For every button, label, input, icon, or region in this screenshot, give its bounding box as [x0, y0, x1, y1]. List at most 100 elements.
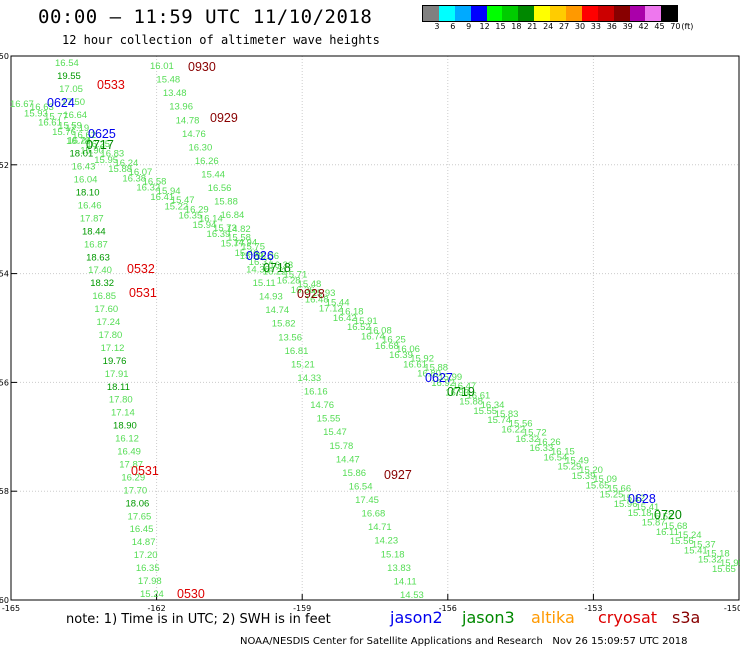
track-b-swh-label: 16.16 — [304, 387, 328, 398]
track-c-swh-label: 16.28 — [277, 276, 301, 287]
jason3-time-label: 0719 — [447, 385, 475, 399]
track-c-swh-label: 16.32 — [136, 183, 160, 194]
track-c-swh-label: 15.88 — [459, 397, 483, 408]
track-d-swh-label: 15.92 — [410, 353, 434, 364]
longitude-tick-label: -156 — [439, 604, 457, 613]
track-a-swh-label: 17.98 — [138, 576, 162, 587]
track-d-swh-label: 15.59 — [58, 121, 82, 132]
track-d-swh-label: 15.41 — [636, 502, 660, 513]
track-a-swh-label: 14.87 — [132, 537, 156, 548]
track-b-swh-label: 14.93 — [259, 292, 283, 303]
chart-title: 00:00 – 11:59 UTC 11/10/2018 — [38, 6, 373, 28]
track-d-swh-label: 16.63 — [30, 102, 54, 113]
track-a-swh-label: 17.65 — [128, 511, 152, 522]
track-c-swh-label: 15.32 — [698, 555, 722, 566]
track-b-swh-label: 15.48 — [156, 75, 180, 86]
track-d-swh-label: 15.72 — [523, 428, 547, 439]
track-a-swh-label: 17.14 — [111, 408, 135, 419]
track-b-swh-label: 16.26 — [195, 156, 219, 167]
legend-swatch — [438, 6, 455, 21]
track-c-swh-label: 16.61 — [403, 359, 427, 370]
latitude-tick-label: -52 — [0, 161, 9, 170]
track-c-swh-label: 15.25 — [600, 490, 624, 501]
track-c-swh-label: 15.76 — [52, 127, 76, 138]
track-a-swh-label: 16.35 — [136, 563, 160, 574]
legend-swatch — [470, 6, 487, 21]
legend-bin-label: 12 — [479, 22, 490, 31]
track-d-swh-label: 16.29 — [185, 204, 209, 215]
track-b-swh-label: 14.78 — [176, 115, 200, 126]
track-a-swh-label: 16.85 — [92, 291, 116, 302]
legend-unit-label: (ft) — [681, 22, 694, 31]
track-c-swh-label: 16.42 — [333, 313, 357, 324]
swh-color-legend — [422, 5, 679, 22]
cryosat-time-label: 0531 — [131, 464, 159, 478]
track-c-swh-label: 16.78 — [66, 136, 90, 147]
track-b-swh-label: 14.82 — [227, 224, 251, 235]
longitude-tick-label: -153 — [584, 604, 602, 613]
track-a-swh-label: 16.45 — [130, 524, 154, 535]
track-d-swh-label: 15.12 — [621, 493, 645, 504]
track-c-swh-label: 15.46 — [235, 248, 259, 259]
track-d-swh-label: 16.33 — [269, 260, 293, 271]
track-d-swh-label: 15.52 — [650, 511, 674, 522]
track-c-swh-label: 16.61 — [38, 118, 62, 129]
longitude-tick-label: -165 — [2, 604, 20, 613]
track-b-swh-label: 14.11 — [394, 576, 417, 587]
track-b-swh-label: 16.30 — [188, 142, 212, 153]
track-c-swh-label: 16.11 — [656, 527, 679, 538]
track-c-swh-label: 15.55 — [473, 406, 497, 417]
track-b-swh-label: 15.88 — [214, 197, 238, 208]
track-b-swh-label: 16.68 — [362, 509, 386, 520]
track-c-swh-label: 15.22 — [164, 201, 188, 212]
jason2-time-label: 0627 — [425, 371, 453, 385]
legend-swatch — [423, 6, 439, 21]
track-a-swh-label: 17.40 — [88, 265, 112, 276]
track-b-swh-label: 14.76 — [310, 400, 334, 411]
track-a-swh-label: 19.55 — [57, 71, 81, 82]
track-d-swh-label: 15.18 — [706, 549, 730, 560]
track-b-swh-label: 14.94 — [233, 237, 257, 248]
track-b-swh-label: 13.96 — [169, 102, 193, 113]
latitude-tick-label: -50 — [0, 52, 9, 61]
track-b-swh-label: 15.82 — [272, 319, 296, 330]
track-d-swh-label: 15.75 — [241, 242, 265, 253]
track-c-swh-label: 16.22 — [263, 266, 287, 277]
track-d-swh-label: 16.62 — [72, 130, 96, 141]
track-a-swh-label: 17.87 — [80, 213, 104, 224]
track-c-swh-label: 16.67 — [10, 99, 34, 110]
track-d-swh-label: 16.15 — [551, 446, 575, 457]
track-a-swh-label: 18.32 — [90, 278, 114, 289]
track-a-swh-label: 18.90 — [113, 421, 137, 432]
track-d-swh-label: 15.47 — [171, 195, 195, 206]
legend-swatch — [566, 6, 582, 21]
jason3-time-label: 0717 — [86, 138, 114, 152]
track-d-swh-label: 16.07 — [129, 167, 153, 178]
satellite-legend-cryosat: cryosat — [598, 608, 658, 627]
track-b-swh-label: 13.83 — [387, 563, 411, 574]
track-a-swh-label: 19.76 — [103, 356, 127, 367]
track-a-swh-label: 17.60 — [94, 304, 118, 315]
legend-bin-label: 21 — [527, 22, 538, 31]
track-d-swh-label: 16.08 — [368, 325, 392, 336]
latitude-tick-label: -60 — [0, 596, 9, 605]
track-d-swh-label: 15.73 — [213, 223, 237, 234]
track-a-swh-label: 18.44 — [82, 226, 106, 237]
track-c-swh-label: 16.68 — [375, 341, 399, 352]
track-b-swh-label: 14.47 — [336, 454, 360, 465]
track-c-swh-label: 15.96 — [614, 499, 638, 510]
track-a-swh-label: 16.64 — [63, 110, 87, 121]
track-c-swh-label: 16.38 — [122, 173, 146, 184]
track-a-swh-label: 16.04 — [74, 175, 98, 186]
track-d-swh-label: 15.37 — [692, 539, 716, 550]
satellite-legend-jason3: jason3 — [462, 608, 515, 627]
track-d-swh-label: 16.26 — [537, 437, 561, 448]
track-a-swh-label: 17.87 — [119, 459, 143, 470]
track-b-swh-label: 16.54 — [349, 481, 373, 492]
jason3-time-label: 0720 — [654, 508, 682, 522]
s3a-time-label: 0927 — [384, 468, 412, 482]
track-c-swh-label: 16.48 — [305, 294, 329, 305]
track-d-swh-label: 16.58 — [143, 176, 167, 187]
track-d-swh-label: 15.09 — [593, 474, 617, 485]
legend-bin-label: 27 — [559, 22, 570, 31]
